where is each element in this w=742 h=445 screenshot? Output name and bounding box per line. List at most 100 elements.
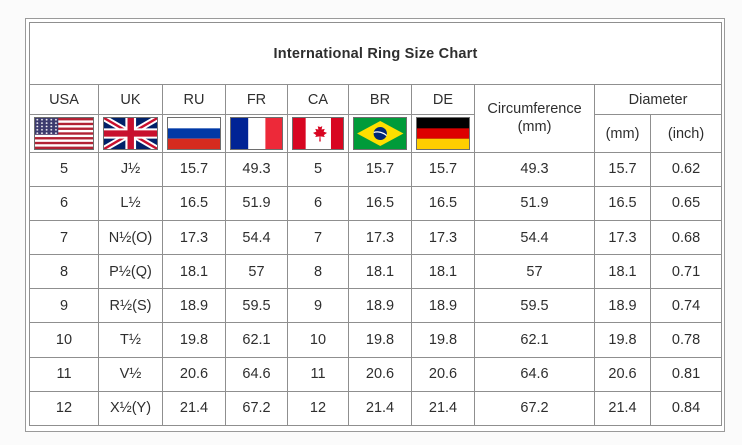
col-header-diameter-inch: (inch) [649, 114, 723, 153]
flag-cell-ru [162, 114, 226, 153]
cell-br: 19.8 [348, 322, 412, 358]
col-header-ca: CA [287, 84, 349, 116]
cell-diameter-mm: 20.6 [594, 356, 651, 392]
circumference-unit: (mm) [517, 119, 552, 136]
flag-cell-usa [29, 114, 99, 153]
cell-usa: 12 [29, 390, 99, 427]
cell-br: 16.5 [348, 185, 412, 221]
cell-diameter-inch: 0.62 [649, 151, 723, 187]
cell-ru: 19.8 [162, 322, 226, 358]
cell-br: 17.3 [348, 219, 412, 256]
table-row: 7 N½(O) 17.3 54.4 7 17.3 17.3 54.4 17.3 … [29, 219, 723, 256]
col-header-diameter: Diameter [593, 84, 723, 116]
cell-uk: L½ [98, 185, 163, 221]
cell-diameter-mm: 15.7 [594, 151, 651, 187]
cell-ca: 9 [287, 288, 349, 324]
cell-ru: 17.3 [162, 219, 226, 256]
cell-uk: X½(Y) [98, 390, 163, 427]
cell-br: 15.7 [348, 151, 412, 187]
cell-ru: 21.4 [162, 390, 226, 427]
cell-diameter-inch: 0.65 [649, 185, 723, 221]
col-header-de: DE [411, 84, 475, 116]
col-header-diameter-mm: (mm) [594, 114, 651, 153]
table-row: 10 T½ 19.8 62.1 10 19.8 19.8 62.1 19.8 0… [29, 322, 723, 358]
cell-de: 21.4 [411, 390, 475, 427]
flag-cell-fr [225, 114, 288, 153]
cell-uk: T½ [98, 322, 163, 358]
cell-circumference: 59.5 [474, 288, 595, 324]
cell-br: 21.4 [348, 390, 412, 427]
cell-br: 18.9 [348, 288, 412, 324]
cell-usa: 7 [29, 219, 99, 256]
cell-circumference: 64.6 [474, 356, 595, 392]
cell-uk: N½(O) [98, 219, 163, 256]
cell-fr: 57 [225, 254, 288, 290]
cell-ru: 15.7 [162, 151, 226, 187]
col-header-ru: RU [162, 84, 226, 116]
cell-diameter-mm: 21.4 [594, 390, 651, 427]
cell-diameter-mm: 17.3 [594, 219, 651, 256]
cell-ru: 18.1 [162, 254, 226, 290]
col-header-circumference: Circumference (mm) [474, 84, 595, 153]
cell-usa: 9 [29, 288, 99, 324]
col-header-br: BR [348, 84, 412, 116]
cell-uk: J½ [98, 151, 163, 187]
table-row: 6 L½ 16.5 51.9 6 16.5 16.5 51.9 16.5 0.6… [29, 185, 723, 221]
cell-uk: R½(S) [98, 288, 163, 324]
title-row: International Ring Size Chart [28, 21, 723, 86]
cell-fr: 51.9 [225, 185, 288, 221]
cell-fr: 49.3 [225, 151, 288, 187]
cell-usa: 8 [29, 254, 99, 290]
flag-cell-de [411, 114, 475, 153]
cell-circumference: 51.9 [474, 185, 595, 221]
cell-uk: V½ [98, 356, 163, 392]
cell-de: 16.5 [411, 185, 475, 221]
usa-flag-icon [33, 117, 95, 151]
cell-ca: 12 [287, 390, 349, 427]
cell-fr: 67.2 [225, 390, 288, 427]
cell-diameter-inch: 0.84 [649, 390, 723, 427]
cell-ca: 6 [287, 185, 349, 221]
cell-circumference: 67.2 [474, 390, 595, 427]
cell-br: 20.6 [348, 356, 412, 392]
flag-row: (mm) (inch) [29, 114, 723, 153]
table-row: 8 P½(Q) 18.1 57 8 18.1 18.1 57 18.1 0.71 [29, 254, 723, 290]
cell-circumference: 54.4 [474, 219, 595, 256]
col-header-uk: UK [98, 84, 163, 116]
germany-flag-icon [415, 117, 471, 151]
cell-ca: 11 [287, 356, 349, 392]
cell-ru: 20.6 [162, 356, 226, 392]
table-row: 5 J½ 15.7 49.3 5 15.7 15.7 49.3 15.7 0.6… [29, 151, 723, 187]
country-code-row: USA UK RU FR CA BR DE Circumference (mm)… [29, 84, 723, 153]
cell-diameter-inch: 0.78 [649, 322, 723, 358]
cell-ca: 5 [287, 151, 349, 187]
cell-de: 15.7 [411, 151, 475, 187]
cell-ru: 16.5 [162, 185, 226, 221]
cell-de: 20.6 [411, 356, 475, 392]
table-border-frame: International Ring Size Chart USA UK RU … [25, 18, 725, 432]
chart-title: International Ring Size Chart [28, 21, 723, 86]
cell-ca: 10 [287, 322, 349, 358]
ring-size-table: International Ring Size Chart USA UK RU … [28, 21, 723, 427]
circumference-label: Circumference [487, 101, 582, 118]
table-row: 11 V½ 20.6 64.6 11 20.6 20.6 64.6 20.6 0… [29, 356, 723, 392]
table-row: 9 R½(S) 18.9 59.5 9 18.9 18.9 59.5 18.9 … [29, 288, 723, 324]
cell-usa: 6 [29, 185, 99, 221]
cell-diameter-inch: 0.68 [649, 219, 723, 256]
france-flag-icon [229, 117, 284, 151]
cell-fr: 64.6 [225, 356, 288, 392]
cell-diameter-inch: 0.74 [649, 288, 723, 324]
cell-de: 17.3 [411, 219, 475, 256]
cell-fr: 62.1 [225, 322, 288, 358]
flag-cell-uk [98, 114, 163, 153]
cell-usa: 5 [29, 151, 99, 187]
cell-de: 18.9 [411, 288, 475, 324]
flag-cell-br [348, 114, 412, 153]
cell-br: 18.1 [348, 254, 412, 290]
russia-flag-icon [166, 117, 222, 151]
cell-usa: 10 [29, 322, 99, 358]
cell-circumference: 62.1 [474, 322, 595, 358]
cell-ca: 7 [287, 219, 349, 256]
cell-ca: 8 [287, 254, 349, 290]
